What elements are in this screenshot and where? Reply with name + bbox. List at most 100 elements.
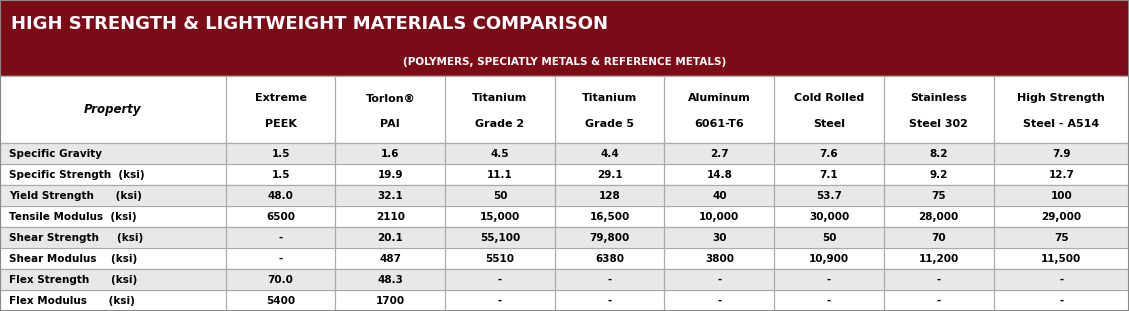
- Bar: [445, 206, 554, 227]
- Bar: [226, 248, 335, 269]
- Bar: [226, 227, 335, 248]
- Bar: [554, 290, 665, 311]
- Bar: [226, 290, 335, 311]
- Bar: [0, 248, 226, 269]
- Text: 70.0: 70.0: [268, 275, 294, 285]
- Text: -: -: [937, 275, 940, 285]
- Bar: [335, 164, 445, 185]
- Bar: [335, 143, 445, 164]
- Bar: [884, 164, 994, 185]
- Bar: [0, 164, 226, 185]
- Text: 5400: 5400: [266, 295, 295, 305]
- Text: 487: 487: [379, 253, 401, 263]
- Text: 12.7: 12.7: [1049, 169, 1074, 179]
- Bar: [226, 269, 335, 290]
- Bar: [994, 248, 1129, 269]
- Bar: [884, 227, 994, 248]
- Text: Steel - A514: Steel - A514: [1023, 119, 1100, 129]
- Text: Flex Modulus      (ksi): Flex Modulus (ksi): [9, 295, 134, 305]
- Bar: [445, 185, 554, 206]
- Bar: [0, 76, 226, 143]
- Bar: [665, 269, 774, 290]
- Bar: [774, 227, 884, 248]
- Text: 15,000: 15,000: [480, 211, 520, 221]
- Bar: [884, 143, 994, 164]
- Bar: [226, 227, 335, 248]
- Text: -: -: [607, 295, 612, 305]
- Bar: [0, 185, 226, 206]
- Bar: [445, 164, 554, 185]
- Text: Property: Property: [85, 103, 141, 116]
- Bar: [884, 206, 994, 227]
- Text: 10,900: 10,900: [809, 253, 849, 263]
- Bar: [445, 227, 554, 248]
- Bar: [226, 164, 335, 185]
- Text: 16,500: 16,500: [589, 211, 630, 221]
- Bar: [0, 48, 1129, 76]
- Text: Aluminum: Aluminum: [688, 93, 751, 103]
- Text: 6500: 6500: [266, 211, 295, 221]
- Text: 29.1: 29.1: [597, 169, 622, 179]
- Bar: [994, 143, 1129, 164]
- Text: 28,000: 28,000: [919, 211, 959, 221]
- Text: 2.7: 2.7: [710, 149, 728, 159]
- Text: Flex Strength      (ksi): Flex Strength (ksi): [9, 275, 138, 285]
- Text: 11,500: 11,500: [1041, 253, 1082, 263]
- Text: 4.4: 4.4: [601, 149, 619, 159]
- Text: 1.6: 1.6: [382, 149, 400, 159]
- Bar: [554, 227, 665, 248]
- Bar: [884, 290, 994, 311]
- Bar: [226, 143, 335, 164]
- Text: 75: 75: [931, 191, 946, 201]
- Text: Specific Gravity: Specific Gravity: [9, 149, 102, 159]
- Text: 19.9: 19.9: [377, 169, 403, 179]
- Bar: [774, 185, 884, 206]
- Text: Tensile Modulus  (ksi): Tensile Modulus (ksi): [9, 211, 137, 221]
- Text: 100: 100: [1050, 191, 1073, 201]
- Text: Stainless: Stainless: [910, 93, 968, 103]
- Bar: [554, 248, 665, 269]
- Text: 40: 40: [712, 191, 727, 201]
- Text: High Strength: High Strength: [1017, 93, 1105, 103]
- Bar: [774, 269, 884, 290]
- Bar: [0, 206, 226, 227]
- Bar: [774, 143, 884, 164]
- Bar: [665, 76, 774, 143]
- Text: Grade 5: Grade 5: [585, 119, 634, 129]
- Text: 20.1: 20.1: [377, 233, 403, 243]
- Bar: [774, 206, 884, 227]
- Text: 5510: 5510: [485, 253, 515, 263]
- Bar: [445, 290, 554, 311]
- Bar: [774, 248, 884, 269]
- Bar: [994, 76, 1129, 143]
- Bar: [0, 227, 226, 248]
- Bar: [665, 206, 774, 227]
- Text: 53.7: 53.7: [816, 191, 842, 201]
- Bar: [445, 185, 554, 206]
- Bar: [994, 269, 1129, 290]
- Text: 9.2: 9.2: [929, 169, 948, 179]
- Bar: [994, 185, 1129, 206]
- Text: -: -: [1059, 295, 1064, 305]
- Bar: [445, 227, 554, 248]
- Text: 50: 50: [492, 191, 507, 201]
- Bar: [226, 185, 335, 206]
- Text: Cold Rolled: Cold Rolled: [794, 93, 864, 103]
- Text: 79,800: 79,800: [589, 233, 630, 243]
- Bar: [554, 269, 665, 290]
- Text: Shear Modulus    (ksi): Shear Modulus (ksi): [9, 253, 138, 263]
- Bar: [884, 248, 994, 269]
- Bar: [226, 76, 335, 143]
- Bar: [554, 206, 665, 227]
- Bar: [994, 185, 1129, 206]
- Bar: [335, 227, 445, 248]
- Bar: [994, 290, 1129, 311]
- Bar: [665, 248, 774, 269]
- Bar: [445, 143, 554, 164]
- Bar: [554, 185, 665, 206]
- Text: -: -: [826, 275, 831, 285]
- Bar: [445, 290, 554, 311]
- Bar: [665, 290, 774, 311]
- Text: 3800: 3800: [704, 253, 734, 263]
- Bar: [226, 269, 335, 290]
